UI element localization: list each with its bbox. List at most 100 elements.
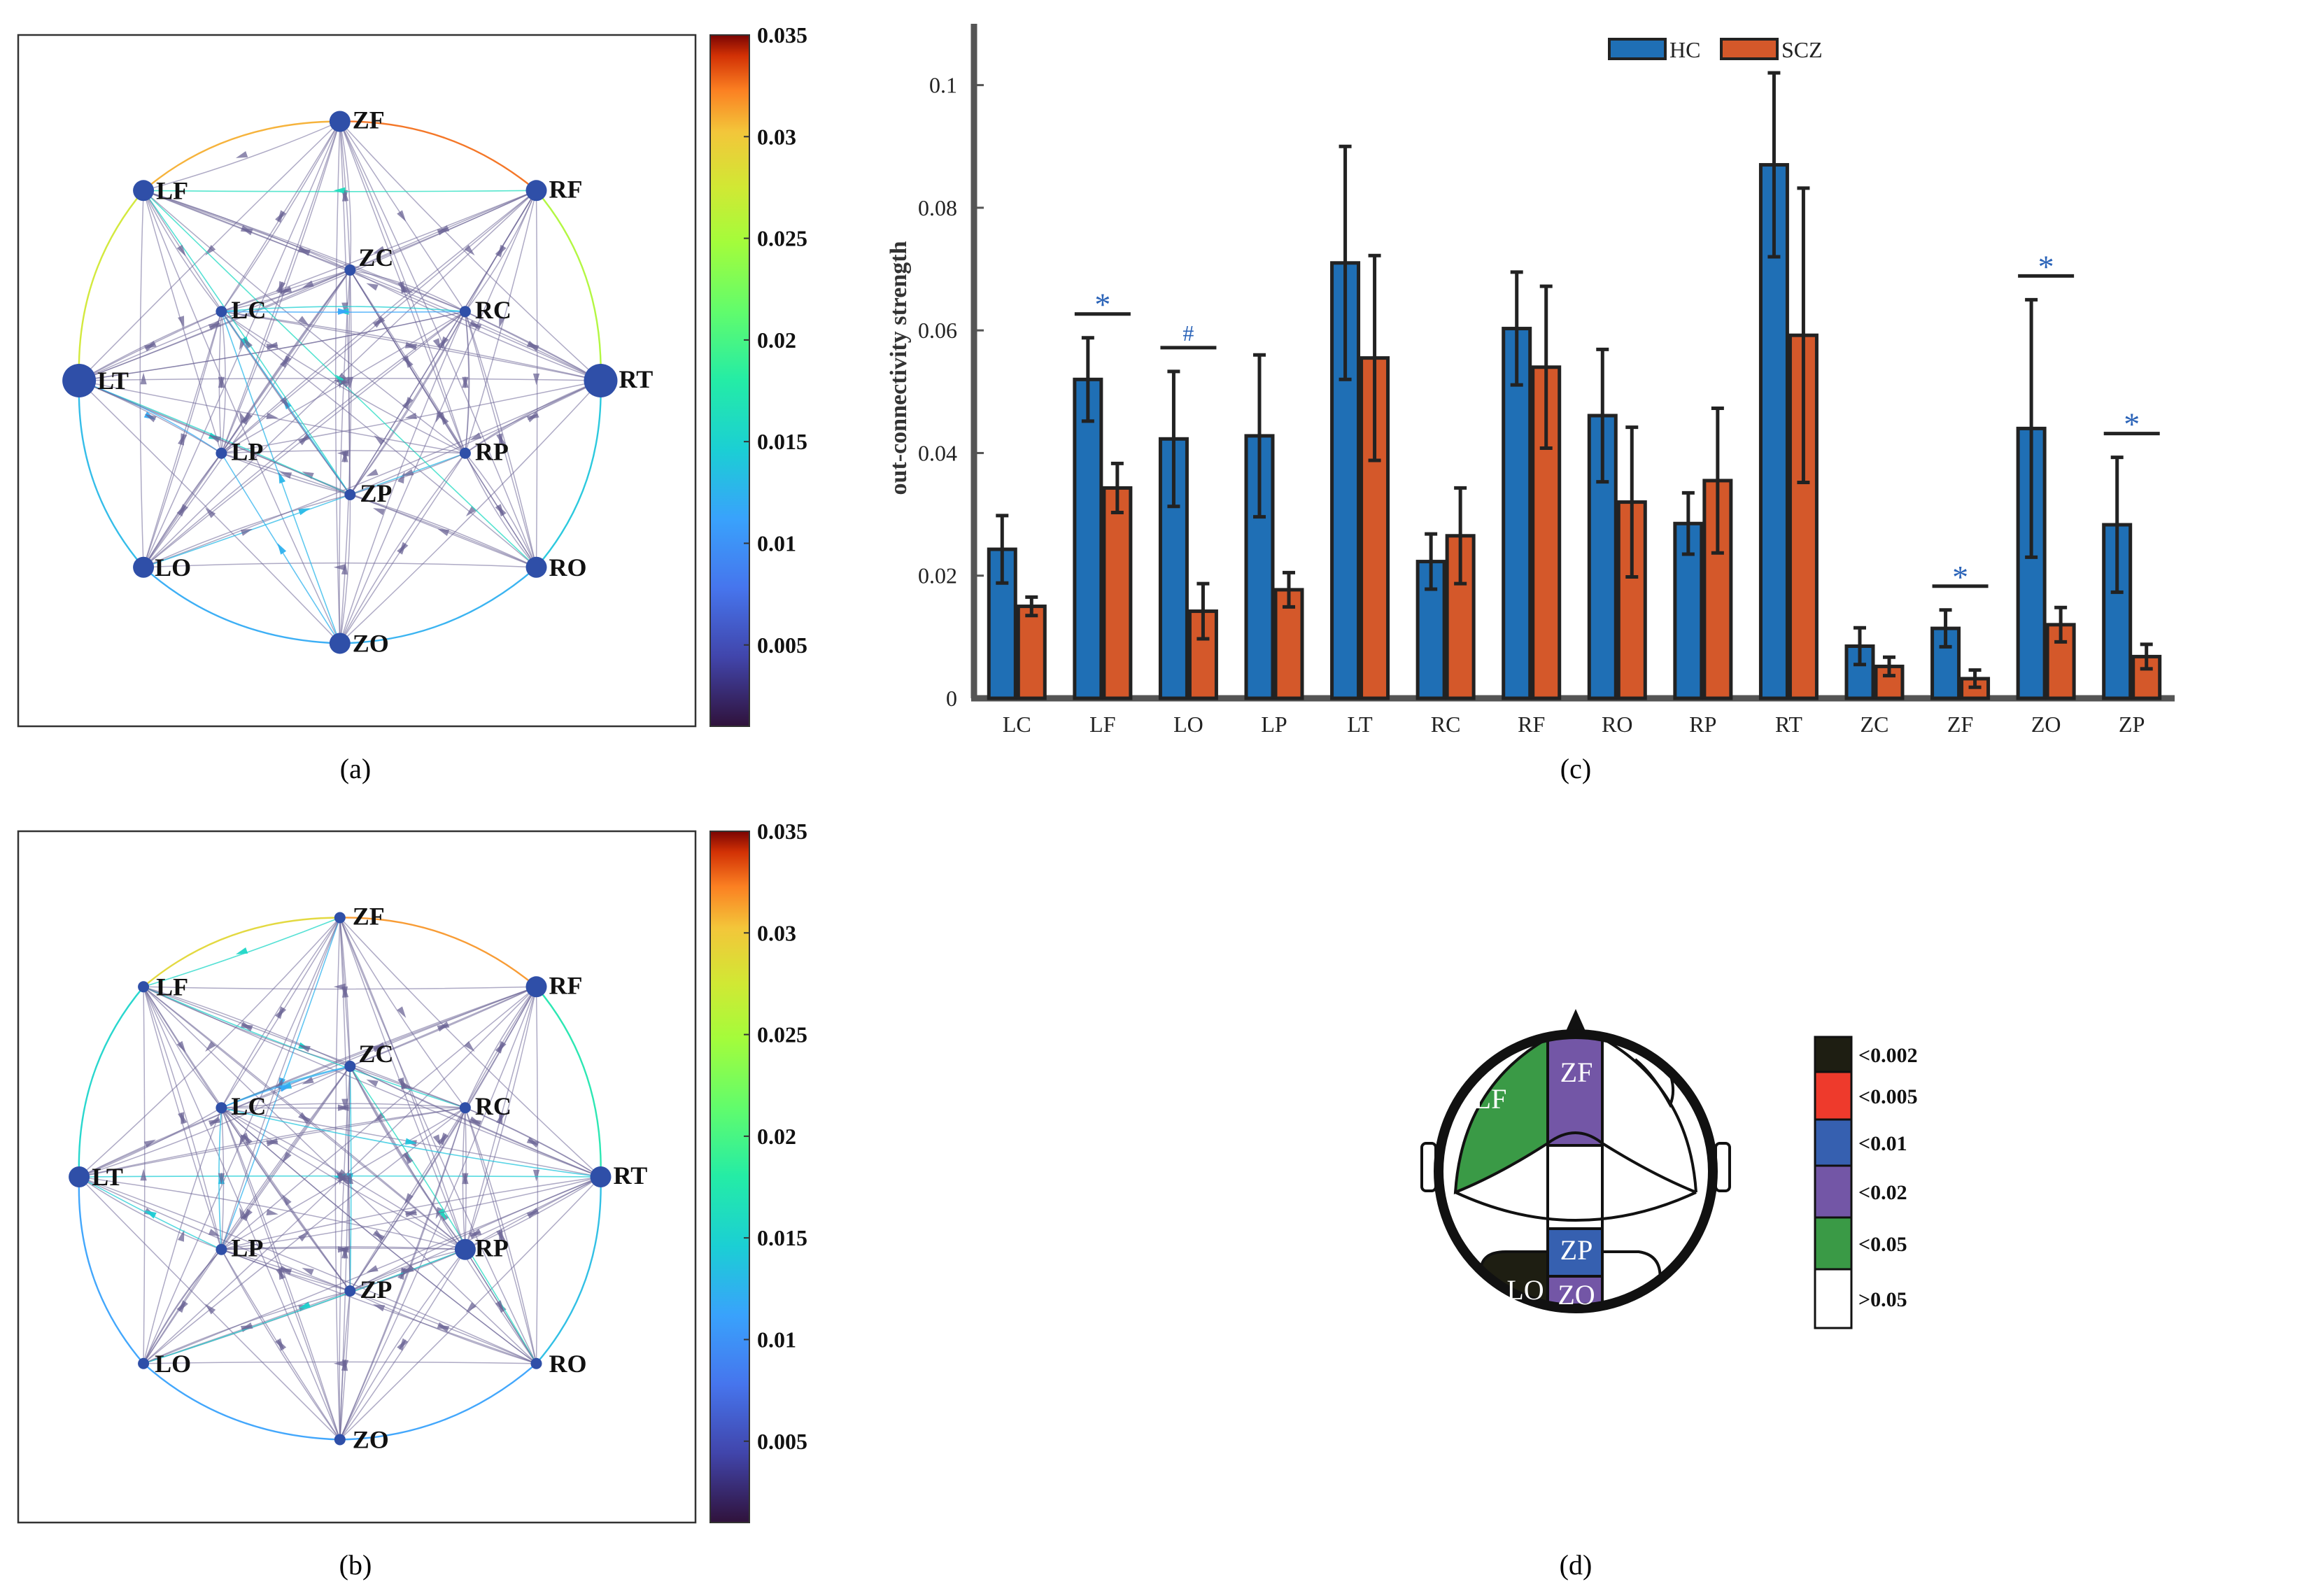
network-node [459,1102,471,1114]
significance-marker: * [2038,248,2054,284]
network-edge [339,311,466,644]
edge-arrowhead [469,320,481,328]
edge-arrowhead [144,1210,157,1219]
edge-arrowhead [397,210,407,222]
network-node [329,633,351,654]
colorbar-tick-label: 0.035 [757,22,807,48]
network-edge [465,380,601,454]
edge-arrowhead [437,337,447,349]
network-edge [143,566,340,644]
edge-arrowhead [240,528,253,536]
x-tick-label: RT [1775,712,1802,737]
edge-arrowhead [401,1268,414,1276]
network-edge [349,986,537,1292]
network-edge [339,120,601,381]
network-edge [221,311,601,381]
network-node-label: LC [231,1092,266,1120]
network-node-label: ZO [353,1425,389,1453]
network-edge [220,1107,341,1440]
network-edge [339,121,466,453]
network-edge [535,190,602,381]
network-node-label: ZF [353,903,385,931]
edge-arrowhead [178,504,188,516]
network-edge [350,269,466,312]
network-node-label: LO [155,1350,191,1378]
x-tick-label: ZC [1860,712,1889,737]
edge-arrowhead [373,246,386,253]
network-edge [339,121,352,270]
network-node [334,1434,346,1446]
legend-label: <0.05 [1858,1233,1907,1256]
edge-arrowhead [298,508,311,516]
network-edge [220,917,341,1250]
region-zo [1546,1275,1604,1304]
network-node [344,264,356,276]
network-edge [465,986,537,1108]
edge-arrowhead [366,283,379,291]
network-edges-b [78,917,602,1441]
edge-arrowhead [241,1322,253,1329]
edge-arrowhead [397,1006,407,1018]
edge-arrowhead [178,1229,185,1242]
edge-arrowhead [298,1231,310,1242]
edge-arrowhead [337,450,349,457]
head-left-ear [1420,1142,1437,1192]
legend-swatch [1814,1268,1853,1329]
x-tick-label: RF [1518,712,1545,737]
edge-arrowhead [243,337,253,349]
edge-arrowhead [333,983,346,990]
network-edge [78,380,222,454]
network-edge [143,311,223,568]
network-edge [143,311,466,568]
network-edge [143,986,537,990]
network-edge [220,917,341,1108]
network-edge [220,311,466,454]
network-edge [349,269,601,381]
edge-arrowhead [241,227,253,236]
network-edge [465,987,537,1250]
bar-hc [1073,377,1103,700]
head-boundary-line [1546,1131,1697,1194]
network-edge [221,1107,466,1250]
network-edge [143,986,351,1292]
region-label-zf: ZF [1560,1057,1593,1088]
significance-marker: * [1952,559,1968,595]
edge-arrowhead [437,1024,449,1032]
network-edge [143,1066,351,1364]
edge-arrowhead [235,947,248,954]
network-edge [78,1107,222,1178]
network-edge [78,311,222,381]
edge-arrowhead [279,1085,292,1092]
edge-arrowhead [298,316,309,326]
edge-arrowhead [298,248,311,256]
edge-arrowhead [532,1169,540,1182]
colorbar-b [709,831,750,1523]
network-node-label: LF [156,176,188,204]
edge-arrowhead [218,376,225,389]
y-tick-label: 0.02 [918,563,957,588]
edge-arrowhead [299,1114,311,1124]
colorbar-ticks-b: 0.035 0.03 0.025 0.02 0.015 0.01 0.005 [744,819,807,1454]
network-node-label: RT [613,1161,647,1189]
edge-arrowhead [279,1265,292,1273]
edge-arrowhead [275,1007,284,1019]
edge-arrowhead [275,211,284,223]
network-edge [78,917,341,1178]
network-edge [221,1176,601,1250]
network-nodes-a: ZF RF RT RO ZO LO LT LF ZC RC RP ZP LP LC [62,106,653,657]
network-node-label: RP [475,1234,509,1262]
network-edge [350,453,466,495]
network-node [590,1166,612,1187]
edge-arrowhead [404,1152,414,1164]
edge-arrowhead [218,1173,225,1185]
bar-chart-panel-c: 0 0.02 0.04 0.06 0.08 0.1 out-connectivity str… [886,24,2175,784]
network-edge [78,1176,144,1364]
colorbar-tick-label: 0.015 [757,429,807,454]
network-edge [220,1108,225,1250]
legend-swatch [1814,1118,1853,1167]
network-node [69,1166,90,1187]
edge-arrowhead [178,316,185,328]
legend-label: <0.01 [1858,1132,1907,1155]
y-tick-label: 0 [946,686,957,711]
network-node-label: RF [549,971,583,999]
